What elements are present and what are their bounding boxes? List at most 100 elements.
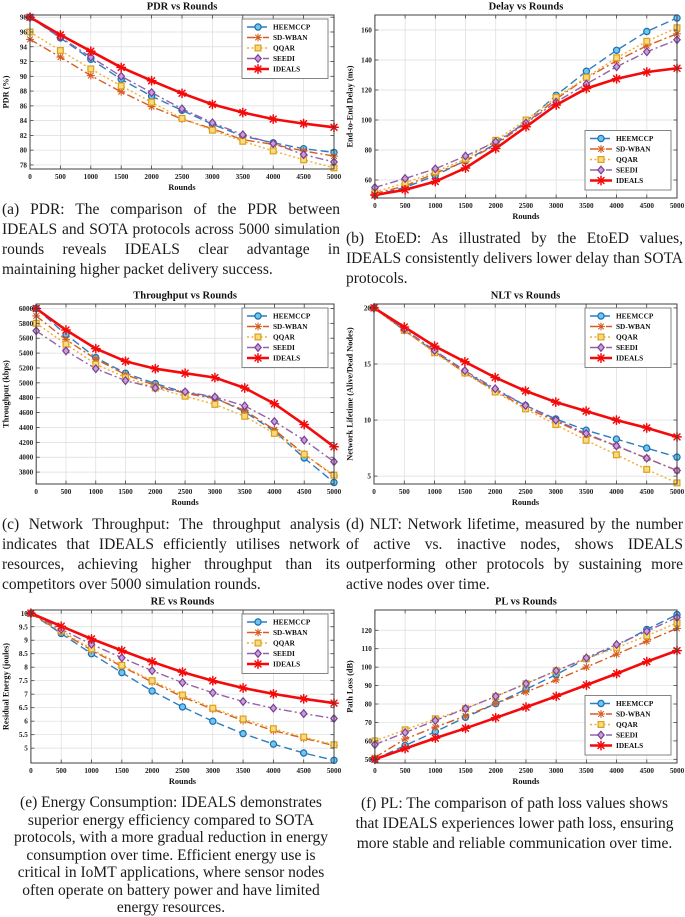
svg-text:120: 120 (361, 87, 372, 95)
chart-delay: 0 500 1000 1500 2000 2500 3000 3500 4000 4500 5000… (344, 0, 685, 226)
svg-text:50: 50 (365, 756, 373, 764)
svg-text:HEEMCCP: HEEMCCP (616, 312, 654, 321)
svg-text:SEEDI: SEEDI (616, 166, 638, 175)
svg-text:3500: 3500 (236, 173, 251, 181)
svg-text:RE vs Rounds: RE vs Rounds (151, 597, 215, 608)
svg-text:2000: 2000 (145, 767, 160, 775)
panel-a: 0 500 1000 1500 2000 2500 3000 3500 4000 4500 5000… (0, 0, 342, 289)
svg-text:SD-WBAN: SD-WBAN (616, 145, 651, 154)
svg-text:0: 0 (29, 767, 33, 775)
chart-re: 0 500 1000 1500 2000 2500 3000 3500 4000 4500 5000… (0, 595, 342, 791)
svg-text:3500: 3500 (579, 488, 594, 496)
svg-text:QQAR: QQAR (616, 720, 639, 729)
svg-text:90: 90 (365, 682, 373, 690)
svg-text:0: 0 (373, 202, 377, 210)
svg-text:Rounds: Rounds (512, 212, 540, 221)
svg-text:3500: 3500 (236, 767, 251, 775)
svg-text:HEEMCCP: HEEMCCP (616, 699, 654, 708)
svg-text:4500: 4500 (297, 488, 312, 496)
svg-text:9: 9 (24, 637, 28, 645)
svg-text:Throughput (kbps): Throughput (kbps) (2, 360, 11, 428)
svg-text:7: 7 (24, 691, 28, 699)
svg-text:Throughput vs Rounds: Throughput vs Rounds (133, 291, 237, 302)
caption-d: (d) NLT: Network lifetime, measured by t… (346, 516, 683, 593)
svg-text:PDR vs Rounds: PDR vs Rounds (147, 2, 218, 13)
svg-text:Rounds: Rounds (512, 777, 540, 786)
svg-text:3800: 3800 (19, 469, 34, 477)
svg-text:4500: 4500 (640, 488, 655, 496)
chart-pl: 0 500 1000 1500 2000 2500 3000 3500 4000 4500 5000… (344, 595, 685, 791)
panel-e: 0 500 1000 1500 2000 2500 3000 3500 4000 4500 5000… (0, 595, 342, 917)
svg-text:Path Loss (dB): Path Loss (dB) (346, 660, 355, 713)
svg-text:15: 15 (364, 361, 372, 369)
svg-text:1500: 1500 (458, 202, 473, 210)
svg-text:8.5: 8.5 (19, 650, 28, 658)
svg-text:2000: 2000 (489, 767, 504, 775)
svg-text:1000: 1000 (89, 488, 104, 496)
svg-text:1500: 1500 (118, 488, 133, 496)
svg-text:5600: 5600 (19, 335, 34, 343)
svg-text:6: 6 (24, 718, 28, 726)
svg-text:60: 60 (365, 737, 373, 745)
svg-text:Delay vs Rounds: Delay vs Rounds (489, 2, 564, 13)
svg-text:IDEALS: IDEALS (273, 354, 300, 363)
svg-text:20: 20 (364, 304, 372, 312)
svg-text:4200: 4200 (19, 439, 34, 447)
svg-text:500: 500 (61, 488, 72, 496)
svg-text:Network Lifetime (Alive/Dead N: Network Lifetime (Alive/Dead Nodes) (346, 327, 355, 461)
svg-text:5: 5 (24, 745, 28, 753)
svg-text:70: 70 (365, 719, 373, 727)
svg-text:500: 500 (55, 173, 66, 181)
svg-text:4000: 4000 (266, 767, 281, 775)
svg-text:160: 160 (361, 27, 372, 35)
svg-text:6.5: 6.5 (19, 704, 28, 712)
svg-text:100: 100 (361, 664, 372, 672)
svg-text:5000: 5000 (19, 379, 34, 387)
svg-text:HEEMCCP: HEEMCCP (273, 618, 311, 627)
svg-text:SEEDI: SEEDI (273, 649, 295, 658)
svg-text:3000: 3000 (549, 767, 564, 775)
svg-text:5000: 5000 (670, 202, 685, 210)
svg-text:QQAR: QQAR (273, 333, 296, 342)
svg-text:6000: 6000 (19, 305, 34, 313)
svg-text:0: 0 (28, 173, 32, 181)
svg-text:5000: 5000 (327, 173, 342, 181)
svg-text:500: 500 (399, 488, 410, 496)
svg-text:2000: 2000 (489, 202, 504, 210)
caption-a: (a) PDR: The comparison of the PDR betwe… (2, 201, 340, 278)
svg-text:IDEALS: IDEALS (273, 660, 300, 669)
panel-b: 0 500 1000 1500 2000 2500 3000 3500 4000 4500 5000… (344, 0, 685, 289)
svg-text:4600: 4600 (19, 409, 34, 417)
svg-text:5.5: 5.5 (19, 731, 28, 739)
svg-text:8: 8 (24, 664, 28, 672)
svg-text:84: 84 (20, 117, 28, 125)
svg-text:4000: 4000 (609, 767, 624, 775)
svg-text:4000: 4000 (267, 488, 282, 496)
svg-text:94: 94 (20, 43, 28, 51)
svg-text:2500: 2500 (518, 488, 533, 496)
svg-text:3000: 3000 (205, 173, 220, 181)
svg-text:0: 0 (373, 767, 377, 775)
svg-text:4000: 4000 (266, 173, 281, 181)
chart-nlt: 0 500 1000 1500 2000 2500 3000 3500 4000 4500 5000… (344, 289, 685, 512)
svg-text:3500: 3500 (579, 767, 594, 775)
svg-text:4500: 4500 (640, 202, 655, 210)
chart-throughput: 0 500 1000 1500 2000 2500 3000 3500 4000 4500 5000… (0, 289, 342, 512)
svg-text:Rounds: Rounds (512, 498, 540, 507)
svg-text:Rounds: Rounds (171, 498, 199, 507)
svg-text:140: 140 (361, 57, 372, 65)
svg-text:2500: 2500 (175, 173, 190, 181)
svg-text:1500: 1500 (458, 767, 473, 775)
svg-text:Rounds: Rounds (169, 777, 197, 786)
svg-text:2000: 2000 (148, 488, 163, 496)
svg-text:1500: 1500 (114, 173, 129, 181)
svg-text:SEEDI: SEEDI (616, 731, 638, 740)
svg-text:5400: 5400 (19, 350, 34, 358)
svg-text:4000: 4000 (19, 454, 34, 462)
svg-text:QQAR: QQAR (616, 333, 639, 342)
svg-text:100: 100 (361, 117, 372, 125)
svg-text:QQAR: QQAR (273, 44, 296, 53)
svg-text:4800: 4800 (19, 394, 34, 402)
svg-text:90: 90 (20, 73, 28, 81)
